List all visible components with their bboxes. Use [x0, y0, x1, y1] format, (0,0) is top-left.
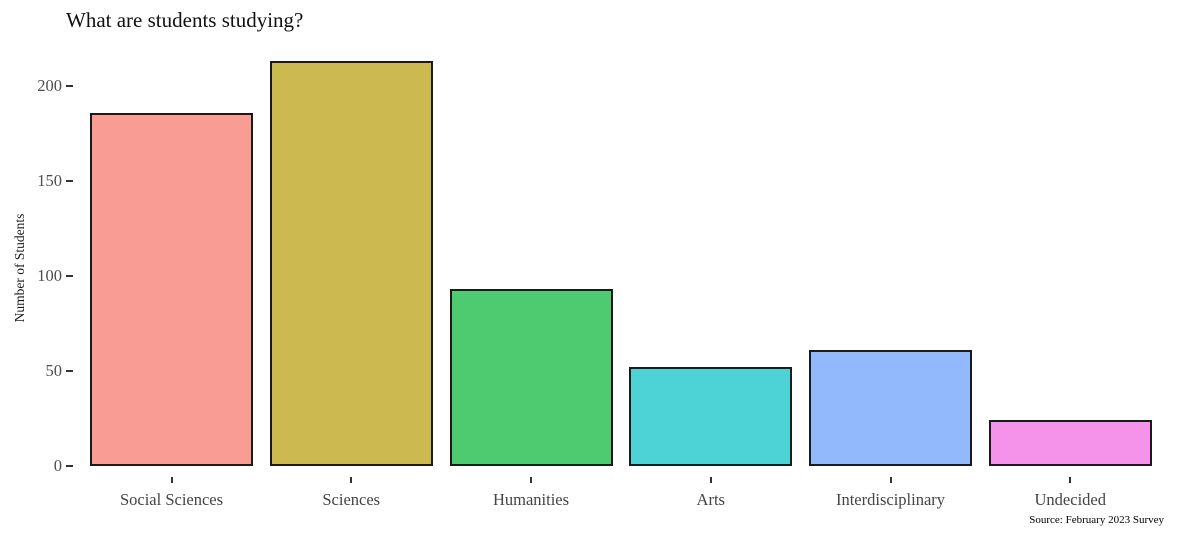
y-tick-label-50: 50 [45, 361, 63, 380]
bar-social-sciences [90, 113, 253, 466]
chart-title: What are students studying? [66, 8, 304, 32]
x-category-label-social-sciences: Social Sciences [119, 490, 224, 509]
y-tick-mark [66, 180, 73, 182]
y-tick-mark [66, 85, 73, 87]
x-category-label-humanities: Humanities [492, 490, 570, 509]
bar-interdisciplinary [809, 350, 972, 466]
x-category-label-interdisciplinary: Interdisciplinary [835, 490, 946, 509]
x-tick-mark [530, 477, 532, 483]
plot-area [82, 40, 1160, 466]
x-tick-mark [889, 477, 892, 483]
x-category-label-undecided: Undecided [1034, 490, 1106, 509]
y-tick-mark [66, 275, 73, 277]
source-caption: Source: February 2023 Survey [1029, 514, 1164, 526]
bar-undecided [989, 420, 1152, 466]
x-category-label-arts: Arts [696, 490, 725, 509]
bar-humanities [450, 289, 613, 466]
bar-sciences [270, 61, 433, 466]
y-tick-label-0: 0 [53, 456, 62, 475]
x-category-label-sciences: Sciences [322, 490, 381, 509]
y-tick-mark [66, 370, 73, 372]
bar-arts [629, 367, 792, 466]
y-tick-mark [66, 465, 73, 467]
y-tick-label-200: 200 [37, 76, 62, 95]
x-tick-mark [350, 477, 353, 483]
x-tick-mark [1069, 477, 1072, 483]
y-tick-label-150: 150 [37, 171, 62, 190]
x-tick-mark [709, 477, 712, 483]
y-tick-label-100: 100 [37, 266, 62, 285]
x-tick-mark [170, 477, 173, 483]
